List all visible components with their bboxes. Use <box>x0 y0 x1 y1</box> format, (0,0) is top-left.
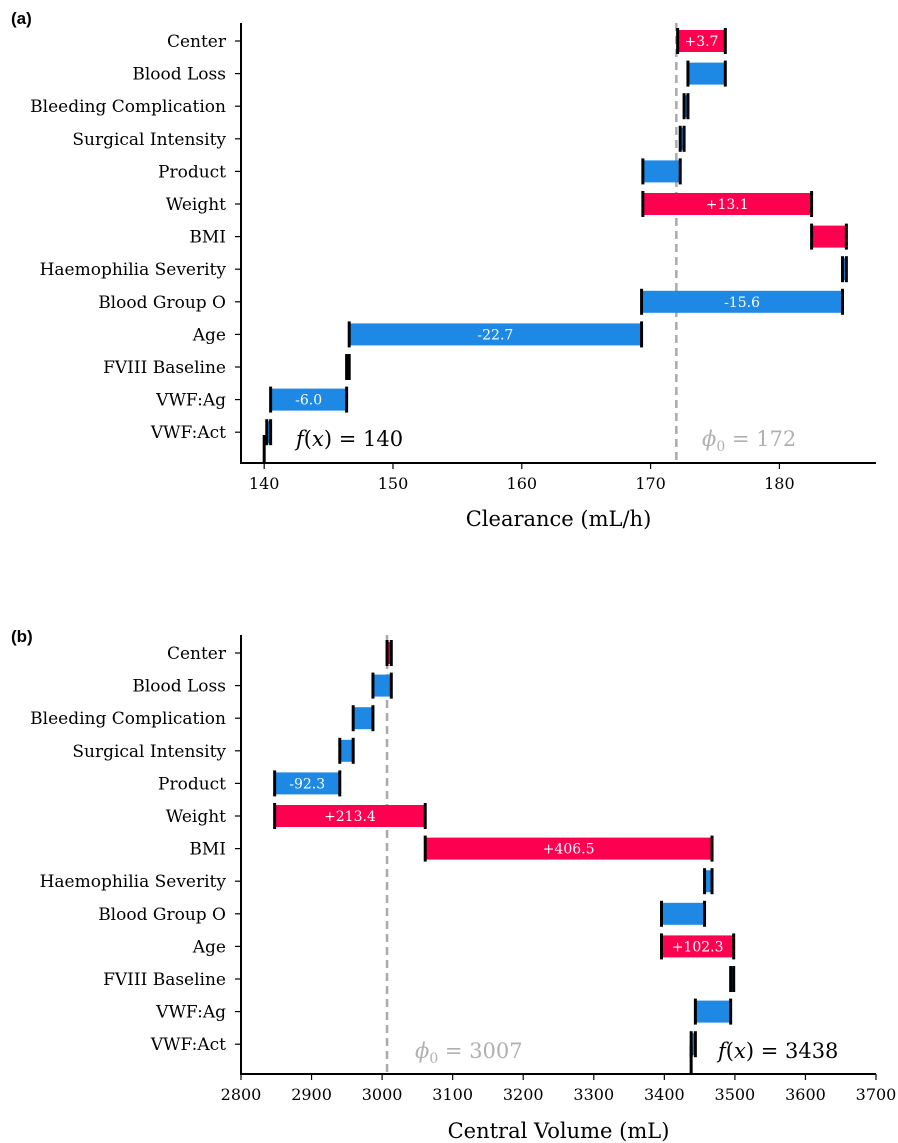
bar-value-label: -15.6 <box>724 295 760 311</box>
feature-label: Blood Group O <box>98 905 226 925</box>
x-tick-label: 160 <box>507 474 538 493</box>
bar-value-label: +406.5 <box>543 842 595 858</box>
feature-label: VWF:Ag <box>155 1003 226 1023</box>
feature-label: Blood Loss <box>132 65 226 85</box>
bar-center <box>387 642 392 664</box>
bar-value-label: -6.0 <box>295 393 322 409</box>
bar-center <box>677 30 726 52</box>
x-tick-label: 3300 <box>573 1085 614 1104</box>
x-tick-label: 140 <box>249 474 280 493</box>
feature-label: Age <box>192 937 226 957</box>
bar-blood-group-o <box>661 902 705 925</box>
x-tick-label: 150 <box>378 474 409 493</box>
x-tick-label: 2800 <box>221 1085 262 1104</box>
bar-fviii-baseline <box>730 968 734 990</box>
bar-blood-group-o <box>641 290 843 313</box>
x-axis-label: Clearance (mL/h) <box>466 507 652 531</box>
feature-label: Blood Group O <box>98 293 226 313</box>
x-tick-label: 3200 <box>503 1085 544 1104</box>
bar-bmi <box>811 225 847 248</box>
bar-value-label: +3.7 <box>684 34 718 50</box>
bar-weight <box>274 805 426 827</box>
x-tick-label: 2900 <box>291 1085 332 1104</box>
feature-label: Weight <box>166 807 226 827</box>
x-tick-label: 180 <box>764 474 795 493</box>
feature-label: VWF:Act <box>150 423 226 443</box>
x-tick-label: 3400 <box>644 1085 685 1104</box>
x-tick-label: 3600 <box>785 1085 826 1104</box>
feature-label: Haemophilia Severity <box>40 872 227 892</box>
bar-vwf-act <box>691 1033 696 1056</box>
feature-label: Weight <box>166 195 226 215</box>
feature-label: Surgical Intensity <box>72 130 226 150</box>
base-value-annotation: ϕ0 = 3007 <box>415 1039 523 1067</box>
feature-label: VWF:Ag <box>155 391 226 411</box>
x-tick-label: 3700 <box>856 1085 897 1104</box>
bar-vwf-act <box>266 421 271 444</box>
bar-blood-loss <box>687 62 726 85</box>
bar-bleeding-complication <box>353 707 373 730</box>
feature-label: Blood Loss <box>132 677 226 697</box>
bar-haemophilia-severity <box>704 870 713 893</box>
bar-product <box>274 772 340 795</box>
bar-age <box>349 323 642 346</box>
feature-label: BMI <box>189 840 226 860</box>
x-tick-label: 3500 <box>715 1085 756 1104</box>
feature-label: Product <box>158 774 226 794</box>
bar-weight <box>642 193 812 215</box>
base-value-annotation: ϕ0 = 172 <box>702 427 796 455</box>
bar-age <box>661 935 734 958</box>
feature-label: Surgical Intensity <box>72 742 226 762</box>
feature-label: Bleeding Complication <box>30 709 226 729</box>
bar-surgical-intensity <box>680 127 685 150</box>
x-tick-label: 170 <box>635 474 666 493</box>
panel-label: (b) <box>11 627 33 646</box>
bar-vwf-ag <box>270 388 347 411</box>
bar-value-label: +213.4 <box>324 809 376 825</box>
bar-blood-loss <box>372 674 392 697</box>
bar-vwf-ag <box>695 1000 731 1023</box>
bar-value-label: +102.3 <box>672 939 724 955</box>
x-tick-label: 3000 <box>362 1085 403 1104</box>
feature-label: FVIII Baseline <box>103 970 226 990</box>
x-axis-label: Central Volume (mL) <box>448 1119 670 1143</box>
feature-label: Product <box>158 162 226 182</box>
bar-value-label: +13.1 <box>706 197 749 213</box>
bar-haemophilia-severity <box>842 258 847 281</box>
output-value-annotation: f(x) = 140 <box>294 427 403 451</box>
panel-label: (a) <box>11 9 32 28</box>
feature-label: Bleeding Complication <box>30 97 226 117</box>
feature-label: BMI <box>189 228 226 248</box>
feature-label: Center <box>167 32 227 52</box>
feature-label: FVIII Baseline <box>103 358 226 378</box>
output-value-annotation: f(x) = 3438 <box>716 1039 838 1063</box>
feature-label: Age <box>192 325 226 345</box>
bar-value-label: -22.7 <box>477 327 513 343</box>
bar-bmi <box>425 837 713 860</box>
feature-label: Center <box>167 644 227 664</box>
x-tick-label: 3100 <box>432 1085 473 1104</box>
bar-product <box>642 160 681 183</box>
feature-label: Haemophilia Severity <box>40 260 227 280</box>
feature-label: VWF:Act <box>150 1035 226 1055</box>
bar-value-label: -92.3 <box>289 776 325 792</box>
bar-surgical-intensity <box>339 739 354 762</box>
bar-bleeding-complication <box>684 95 688 118</box>
